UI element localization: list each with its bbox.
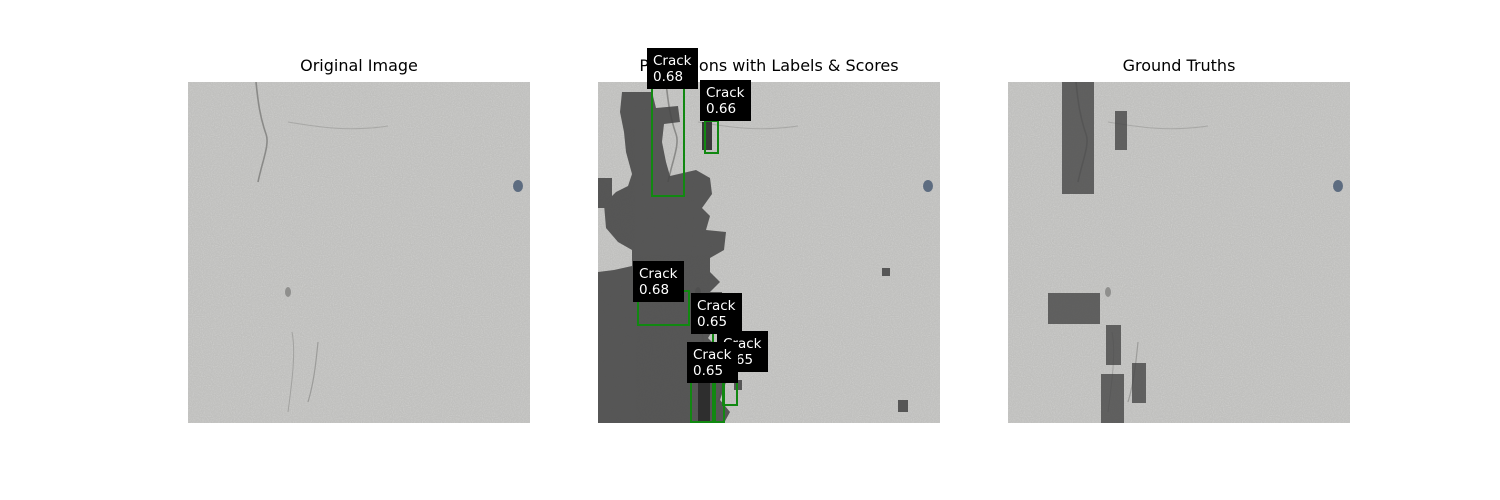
ground-truth-title: Ground Truths [1122,56,1236,75]
predictions-image [598,82,940,423]
ground-truth-boxes [1048,82,1146,423]
original-image [188,82,530,423]
gt-box-5 [1132,363,1146,403]
gt-box-1 [1062,82,1094,194]
gt-box-2 [1115,111,1127,150]
gt-box-6 [1101,374,1124,423]
original-image-title: Original Image [300,56,418,75]
gt-box-3 [1048,293,1100,324]
ground-truth-image [1008,82,1350,423]
predictions-title: Predictions with Labels & Scores [639,56,899,75]
gt-box-4 [1106,325,1121,365]
